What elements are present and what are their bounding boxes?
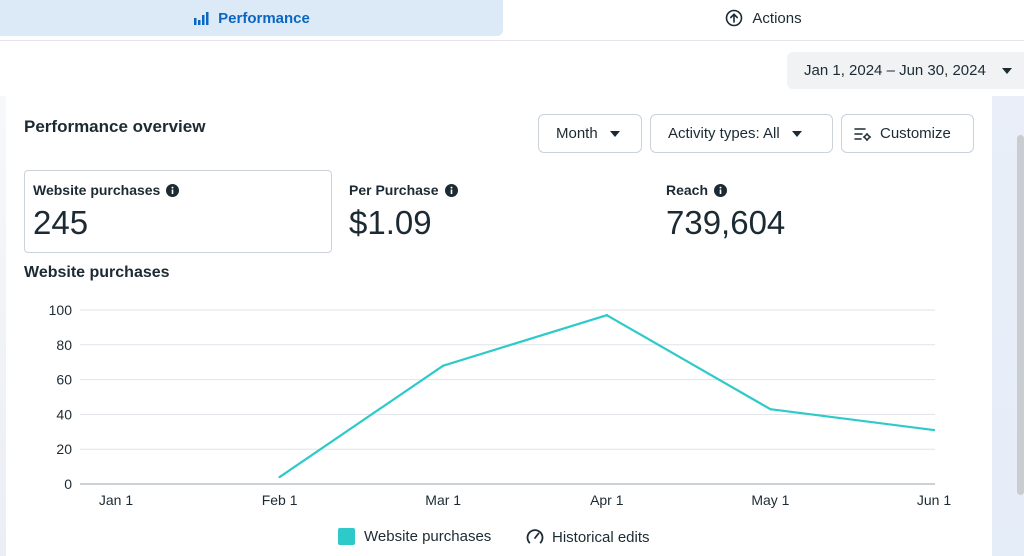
metric-label-text: Reach xyxy=(666,182,709,198)
x-tick-label: Jun 1 xyxy=(917,492,951,508)
metric-label-text: Per Purchase xyxy=(349,182,439,198)
tab-bar: Performance Actions xyxy=(0,0,1024,41)
legend-historical-edits[interactable]: Historical edits xyxy=(526,528,650,546)
metric-per-purchase-label: Per Purchase xyxy=(349,182,458,198)
metric-card-selected[interactable] xyxy=(24,170,332,253)
y-tick-label: 100 xyxy=(49,302,73,318)
caret-down-icon xyxy=(609,130,620,137)
metric-label-text: Website purchases xyxy=(33,182,161,198)
y-tick-label: 0 xyxy=(64,476,72,492)
data-point xyxy=(605,314,608,317)
metric-website-purchases-value: 245 xyxy=(33,204,89,241)
legend-historical-edits-label: Historical edits xyxy=(552,528,650,546)
tab-performance-label: Performance xyxy=(218,9,310,27)
metric-reach-value: 739,604 xyxy=(666,204,786,241)
legend-website-purchases[interactable]: Website purchases xyxy=(338,528,491,545)
arrow-up-circle-icon xyxy=(725,9,743,27)
tab-actions[interactable]: Actions xyxy=(503,0,1024,36)
series-line xyxy=(278,314,935,478)
legend-swatch xyxy=(338,528,355,545)
metric-reach-label: Reach xyxy=(666,182,728,198)
legend-website-purchases-label: Website purchases xyxy=(364,528,492,545)
historical-edits-gauge-icon xyxy=(526,528,544,546)
caret-down-icon xyxy=(1002,68,1012,74)
tab-actions-label: Actions xyxy=(752,9,802,27)
x-tick-label: Jan 1 xyxy=(99,492,133,508)
month-dropdown-label: Month xyxy=(556,125,598,142)
website-purchases-line-chart: 0 20 40 60 80 100 Jan 1 Feb 1 Mar 1 Apr 1 May 1 Jun… xyxy=(49,302,952,508)
data-point xyxy=(278,475,281,479)
metric-per-purchase-value: $1.09 xyxy=(349,204,432,241)
x-tick-label: Mar 1 xyxy=(425,492,461,508)
chart-title: Website purchases xyxy=(24,264,170,281)
month-dropdown[interactable]: Month xyxy=(538,114,642,153)
y-tick-label: 60 xyxy=(56,372,72,388)
bar-chart-icon xyxy=(193,11,209,25)
y-tick-label: 40 xyxy=(56,406,72,422)
date-range-dropdown[interactable]: Jan 1, 2024 – Jun 30, 2024 xyxy=(787,52,1024,89)
caret-down-icon xyxy=(791,130,802,137)
metric-website-purchases-label: Website purchases xyxy=(33,182,180,198)
customize-label: Customize xyxy=(880,125,951,142)
performance-overview-title: Performance overview xyxy=(24,117,206,136)
activity-types-label: Activity types: All xyxy=(668,125,780,142)
activity-types-dropdown[interactable]: Activity types: All xyxy=(650,114,833,153)
y-tick-label: 20 xyxy=(56,441,72,457)
x-tick-label: Apr 1 xyxy=(590,492,624,508)
data-point xyxy=(442,364,445,367)
data-point xyxy=(932,428,936,432)
customize-settings-icon xyxy=(854,126,872,142)
customize-button[interactable]: Customize xyxy=(841,114,974,153)
x-tick-label: May 1 xyxy=(751,492,789,508)
info-icon[interactable] xyxy=(714,183,728,197)
scrollbar[interactable] xyxy=(1017,135,1024,495)
x-tick-label: Feb 1 xyxy=(262,492,298,508)
page-background-left xyxy=(0,96,6,556)
info-icon[interactable] xyxy=(166,183,180,197)
tab-performance[interactable]: Performance xyxy=(0,0,503,36)
date-range-label: Jan 1, 2024 – Jun 30, 2024 xyxy=(804,62,986,79)
performance-card xyxy=(6,96,992,556)
data-point xyxy=(769,407,772,411)
y-tick-label: 80 xyxy=(56,337,72,353)
info-icon[interactable] xyxy=(444,183,458,197)
